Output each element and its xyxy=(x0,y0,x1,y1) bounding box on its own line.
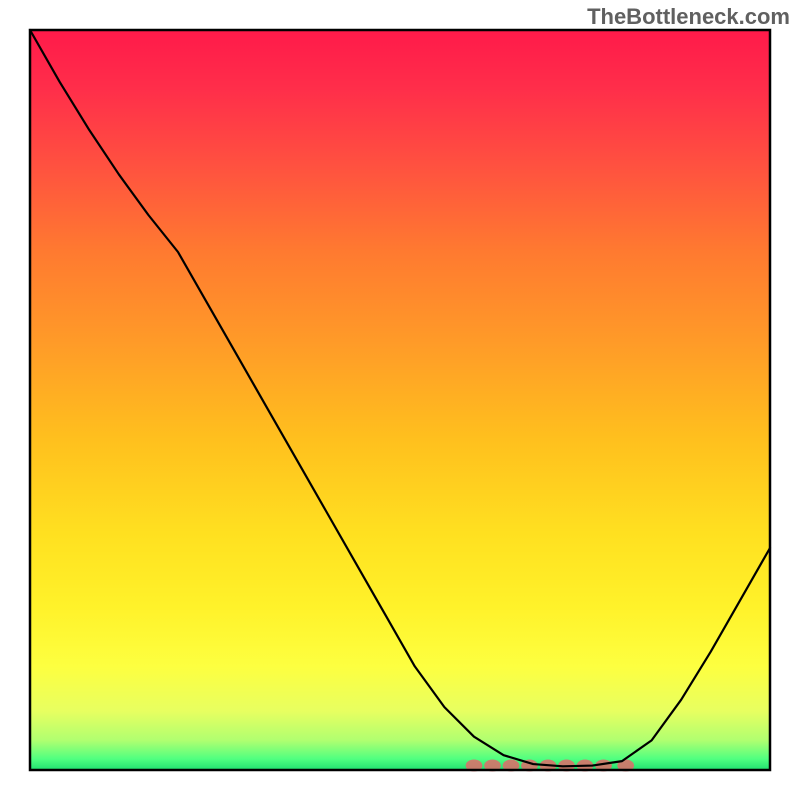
chart-container: TheBottleneck.com xyxy=(0,0,800,800)
bottleneck-chart xyxy=(0,0,800,800)
watermark-text: TheBottleneck.com xyxy=(587,4,790,30)
plot-background xyxy=(30,30,770,770)
